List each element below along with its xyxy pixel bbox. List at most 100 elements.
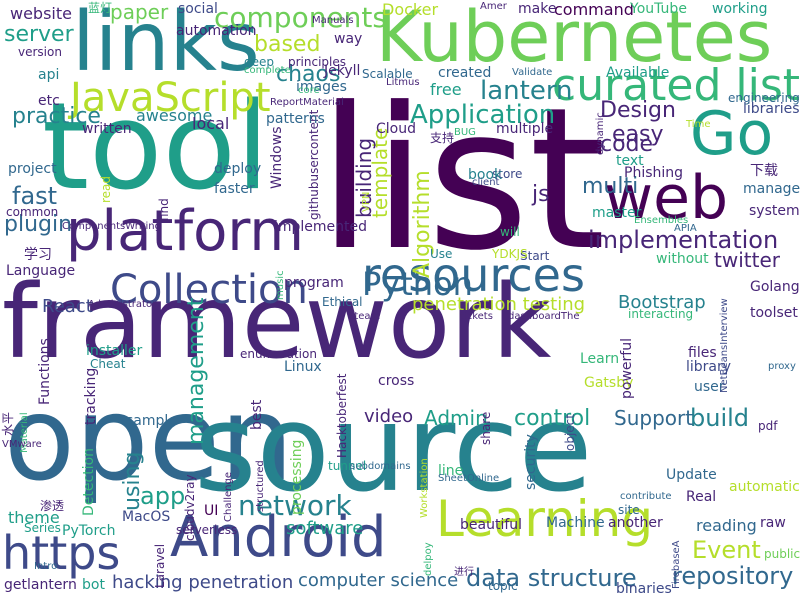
- word: site: [618, 503, 640, 517]
- word: Scalable: [362, 67, 413, 81]
- word: read: [99, 175, 113, 203]
- word: Gatsby: [584, 375, 634, 391]
- word: Steam: [348, 311, 381, 322]
- word: Support: [614, 406, 694, 430]
- word: multiple: [496, 121, 554, 137]
- word: version: [18, 45, 62, 59]
- word: website: [10, 4, 72, 23]
- word: best: [249, 399, 265, 430]
- word: written: [82, 121, 132, 137]
- word: core: [298, 85, 320, 96]
- word: without: [656, 251, 709, 267]
- word: theme: [8, 508, 60, 527]
- word: topic: [488, 579, 518, 593]
- word: resources: [362, 248, 585, 302]
- word: Ethical: [322, 295, 363, 309]
- word: music: [275, 270, 286, 300]
- word: powerful: [619, 338, 635, 399]
- word: MacOS: [122, 509, 171, 525]
- word: share: [479, 411, 493, 445]
- word: open: [4, 372, 294, 507]
- word: Challenge: [223, 472, 234, 522]
- word: proxy: [768, 361, 796, 372]
- word: 渗透: [40, 499, 65, 513]
- word: 学习: [24, 247, 52, 263]
- word: fast: [12, 182, 58, 210]
- word: Start: [520, 249, 550, 263]
- word: local: [192, 114, 230, 133]
- word: automatic: [729, 479, 800, 495]
- word: tunnel: [328, 459, 367, 473]
- word: reading: [696, 516, 757, 535]
- word: dashboardThe: [508, 311, 580, 322]
- word: multi: [582, 174, 639, 199]
- word: build: [690, 404, 750, 432]
- word: line: [438, 463, 464, 479]
- word: 支持: [430, 131, 455, 145]
- word: enumeration: [240, 347, 317, 361]
- word: app: [140, 482, 186, 510]
- word: Administrator: [88, 299, 157, 310]
- word: VMware: [2, 439, 42, 450]
- word: created: [438, 65, 492, 81]
- word: Go: [690, 99, 774, 169]
- word: raw: [760, 515, 786, 531]
- word: source: [194, 380, 593, 519]
- word: Intro: [34, 561, 58, 572]
- word: cloudv2ray: [183, 474, 197, 541]
- word: binaries: [616, 581, 672, 597]
- word: Manuals: [312, 15, 354, 26]
- word: chaos: [276, 62, 341, 87]
- word: command: [554, 0, 634, 19]
- word: Bootstrap: [618, 292, 706, 313]
- word: Real: [686, 489, 717, 505]
- word: repository: [672, 562, 794, 590]
- word: program: [284, 275, 344, 291]
- word: tickets: [460, 311, 493, 322]
- word: Algorithm: [410, 170, 435, 278]
- word: Use: [430, 247, 453, 261]
- word: Linux: [284, 359, 322, 375]
- word: Update: [666, 467, 717, 483]
- word: another: [608, 515, 663, 531]
- word: public: [764, 547, 800, 561]
- word: using: [120, 451, 145, 511]
- word: js: [532, 182, 550, 207]
- word: Amer: [480, 1, 507, 12]
- word: FirebaseA: [671, 540, 682, 589]
- word: delpoy: [423, 542, 434, 576]
- word: Learning: [436, 490, 654, 548]
- word: Android: [170, 505, 387, 570]
- word: project: [8, 161, 57, 177]
- word: https: [2, 526, 121, 580]
- word: subdomains: [350, 461, 411, 472]
- word: 蓝灯: [88, 1, 113, 15]
- word: platform: [66, 199, 304, 264]
- word: book: [468, 167, 503, 183]
- word: Learn: [580, 351, 620, 367]
- word: components: [214, 1, 387, 34]
- word: PyTorch: [62, 523, 116, 539]
- word: Detection: [81, 447, 97, 516]
- word: interacting: [628, 307, 694, 321]
- word: automation: [176, 23, 257, 39]
- word: video: [364, 406, 414, 427]
- word: Python: [362, 265, 473, 303]
- word: user: [694, 379, 725, 395]
- word: software: [286, 518, 364, 539]
- word: beautiful: [460, 517, 523, 533]
- word: hacking penetration: [112, 572, 294, 593]
- word: will: [500, 225, 520, 239]
- word: manage: [743, 181, 800, 197]
- word: management: [184, 297, 209, 445]
- word: complete: [244, 65, 291, 76]
- word: security: [523, 434, 539, 490]
- word: Cheat: [90, 357, 126, 371]
- word: YDKJS: [492, 247, 528, 261]
- word: framework: [2, 263, 552, 382]
- word: Hacktoberfest: [335, 373, 349, 458]
- word: pdf: [758, 419, 778, 433]
- word: dynamic: [595, 112, 606, 155]
- word: find: [157, 198, 171, 221]
- word: Docker: [382, 0, 439, 19]
